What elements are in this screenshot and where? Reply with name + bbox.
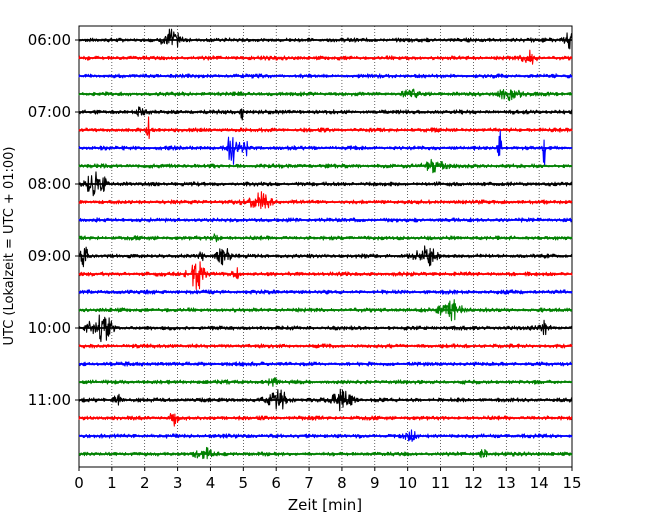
x-tick-label: 5 [239,474,249,492]
x-tick-label: 3 [173,474,183,492]
x-tick-label: 15 [562,474,581,492]
x-tick-label: 1 [107,474,117,492]
y-tick-label: 10:00 [28,319,71,337]
y-tick-label: 08:00 [28,175,71,193]
x-tick-label: 2 [140,474,150,492]
y-tick-label: 06:00 [28,31,71,49]
x-tick-label: 6 [271,474,281,492]
x-tick-label: 10 [398,474,417,492]
y-tick-label: 07:00 [28,103,71,121]
y-tick-label: 09:00 [28,247,71,265]
x-tick-label: 7 [304,474,314,492]
x-tick-label: 12 [464,474,483,492]
y-axis-ticks: 06:00 07:00 08:00 09:00 10:00 11:00 [28,31,79,409]
x-tick-label: 0 [74,474,84,492]
x-tick-label: 4 [206,474,216,492]
x-tick-label: 9 [370,474,380,492]
x-tick-label: 8 [337,474,347,492]
trace-group [78,28,573,460]
y-tick-label: 11:00 [28,391,71,409]
x-axis-label: Zeit [min] [288,496,362,514]
plot-frame [78,25,573,468]
x-tick-label: 13 [497,474,516,492]
y-axis-label: UTC (Lokalzeit = UTC + 01:00) [2,147,17,346]
x-tick-label: 14 [530,474,549,492]
x-tick-label: 11 [431,474,450,492]
x-axis-ticks: 0 1 2 3 4 5 6 7 8 9 10 11 12 13 14 15 [74,467,582,492]
